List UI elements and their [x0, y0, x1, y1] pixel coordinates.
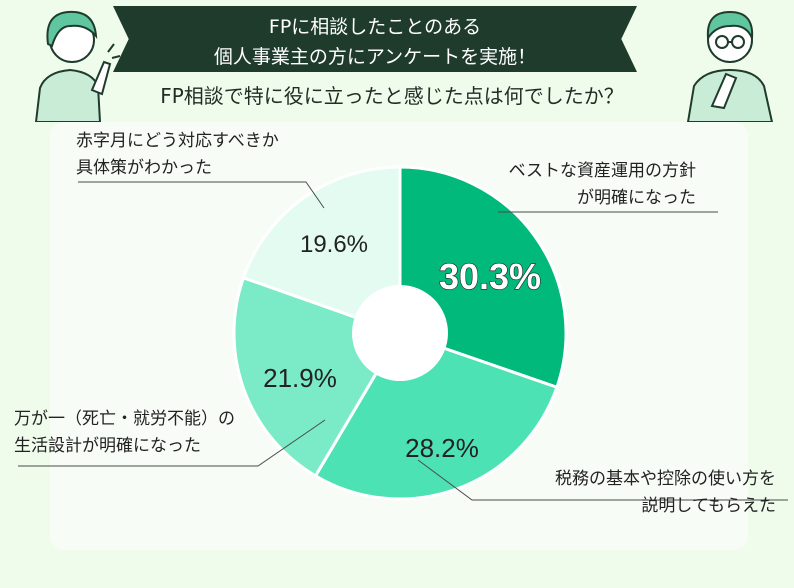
leader-line-s3	[18, 419, 326, 467]
label-s1-line2: が明確になった	[577, 188, 696, 208]
label-s4-line2: 具体策がわかった	[76, 158, 212, 178]
donut-hole	[352, 285, 448, 381]
slice-value-s1: 30.3%	[439, 256, 541, 297]
slice-value-s4: 19.6%	[300, 231, 368, 258]
label-s3: 万が一（死亡・就労不能）の 生活設計が明確になった	[14, 406, 235, 460]
leader-line-s2	[417, 459, 788, 501]
label-s2: 税務の基本や控除の使い方を 説明してもらえた	[502, 466, 776, 520]
leader-line-s4	[78, 181, 325, 209]
label-s4: 赤字月にどう対応すべきか 具体策がわかった	[76, 128, 279, 182]
banner-title-line1: FPに相談したことのある	[268, 16, 482, 38]
pie-slice-4	[241, 165, 402, 336]
slice-value-s3: 21.9%	[263, 363, 337, 393]
label-s3-line1: 万が一（死亡・就労不能）の	[14, 409, 235, 429]
label-s2-line1: 税務の基本や控除の使い方を	[555, 469, 776, 489]
label-s4-line1: 赤字月にどう対応すべきか	[76, 131, 279, 151]
woman-pointing-illustration	[34, 10, 121, 122]
label-s1: ベストな資産運用の方針 が明確になった	[466, 158, 696, 212]
label-s1-line1: ベストな資産運用の方針	[508, 161, 696, 181]
man-thinking-illustration	[686, 10, 774, 122]
title-banner: FPに相談したことのある 個人事業主の方にアンケートを実施！	[113, 6, 637, 72]
survey-question: FP相談で特に役に立ったと感じた点は何でしたか？	[160, 84, 624, 108]
banner-title-line2: 個人事業主の方にアンケートを実施！	[213, 46, 537, 68]
slice-value-s2: 28.2%	[405, 433, 479, 463]
label-s2-line2: 説明してもらえた	[641, 496, 776, 516]
label-s3-line2: 生活設計が明確になった	[14, 436, 201, 456]
